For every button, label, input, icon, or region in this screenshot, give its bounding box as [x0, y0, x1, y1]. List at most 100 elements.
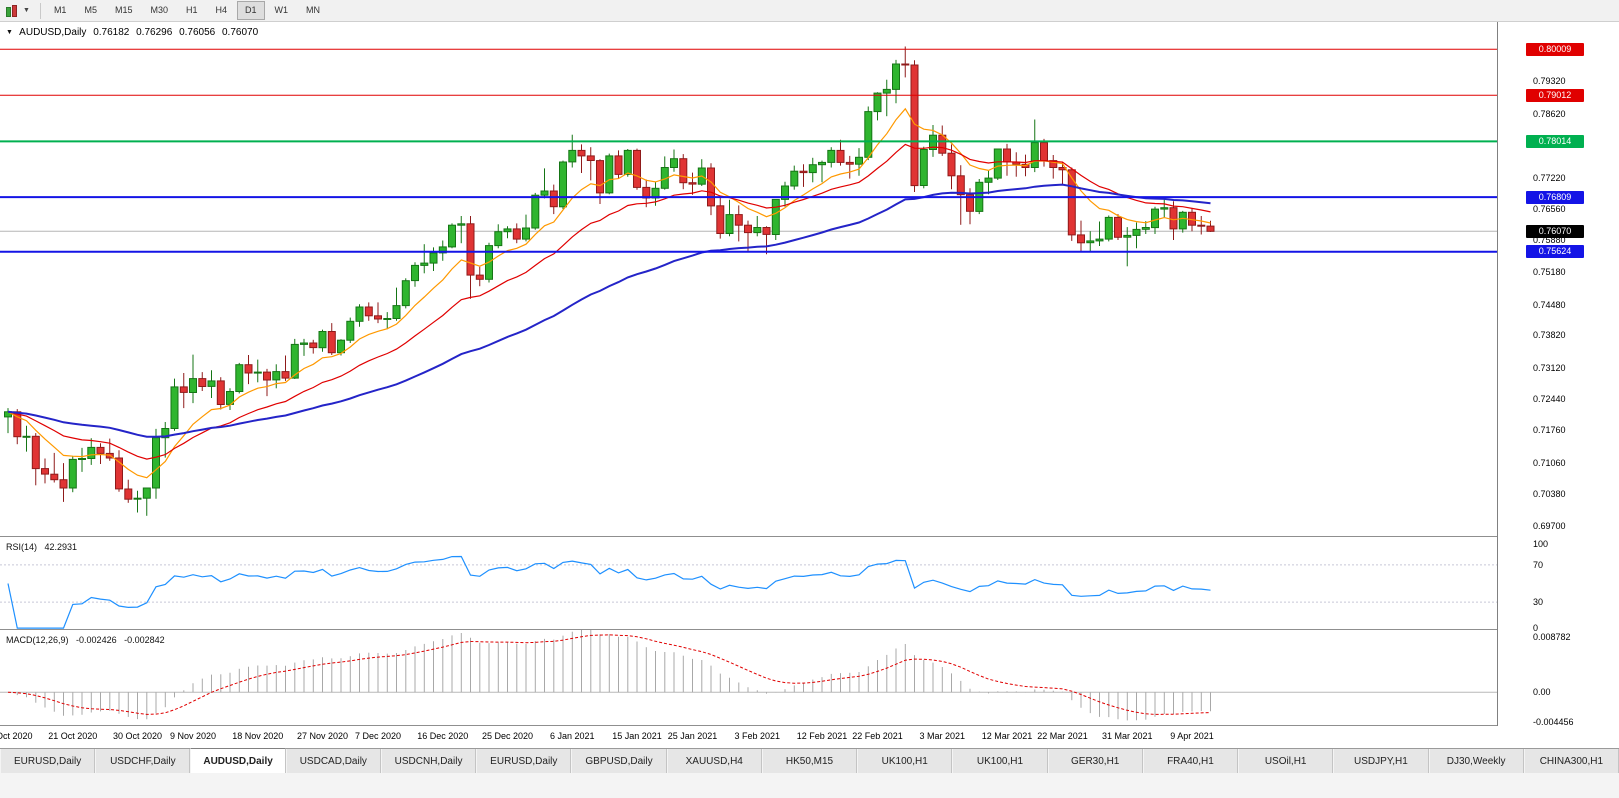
time-axis-label: 12 Oct 2020	[0, 731, 33, 741]
timeframe-m15[interactable]: M15	[114, 5, 133, 15]
macd-scale-label: -0.004456	[1533, 717, 1574, 727]
tab-usdcad-daily[interactable]: USDCAD,Daily	[285, 749, 381, 773]
time-axis-label: 3 Feb 2021	[734, 731, 781, 741]
time-axis-label: 9 Nov 2020	[169, 731, 217, 741]
timeframe-h4[interactable]: H4	[215, 5, 228, 15]
current-price-badge: 0.76070	[1526, 224, 1584, 238]
tab-audusd-daily[interactable]: AUDUSD,Daily	[190, 748, 286, 773]
time-axis-label: 30 Oct 2020	[112, 731, 163, 741]
macd-signal-value: -0.002842	[124, 635, 165, 645]
candlestick-series	[4, 46, 1215, 516]
moving-average-55-line	[7, 183, 1211, 438]
rsi-scale-label: 70	[1533, 559, 1544, 570]
pane-separator[interactable]	[0, 629, 1619, 630]
macd-indicator-pane[interactable]	[0, 630, 1497, 726]
price-axis-label: 0.74480	[1533, 299, 1566, 310]
rsi-label: RSI(14) 42.2931	[6, 542, 82, 552]
pane-separator[interactable]	[0, 536, 1619, 537]
rsi-scale-label: 100	[1533, 539, 1549, 549]
timeframe-d1[interactable]: D1	[237, 1, 265, 20]
time-axis-label: 25 Dec 2020	[481, 731, 534, 741]
chart-shift-marker-icon[interactable]: ▼	[6, 29, 13, 36]
tab-hk50-m15[interactable]: HK50,M15	[761, 749, 858, 773]
price-axis-label: 0.69700	[1533, 520, 1566, 531]
time-axis-label: 31 Mar 2021	[1102, 731, 1153, 741]
tab-fra40-h1[interactable]: FRA40,H1	[1142, 749, 1239, 773]
macd-scale-label: 0.00	[1533, 687, 1551, 698]
chart-symbol-label: AUDUSD,Daily	[19, 27, 87, 38]
timeframe-w1[interactable]: W1	[274, 5, 289, 15]
price-axis-label: 0.73820	[1533, 330, 1566, 341]
time-axis-label: 22 Mar 2021	[1037, 731, 1088, 741]
chart-tabs-bar: EURUSD,Daily USDCHF,Daily AUDUSD,Daily USDC…	[0, 748, 1619, 773]
time-axis-label: 3 Mar 2021	[919, 731, 966, 741]
time-axis-label: 25 Jan 2021	[667, 731, 718, 741]
macd-scale-label: 0.008782	[1533, 632, 1571, 642]
time-axis-label: 12 Feb 2021	[796, 731, 848, 741]
chart-type-icon[interactable]	[4, 4, 18, 17]
time-axis-label: 16 Dec 2020	[417, 731, 469, 741]
tab-usdcnh-daily[interactable]: USDCNH,Daily	[380, 749, 477, 773]
timeframe-mn[interactable]: MN	[306, 5, 321, 15]
price-axis-label: 0.71760	[1533, 425, 1566, 436]
tab-gbpusd-daily[interactable]: GBPUSD,Daily	[571, 749, 667, 773]
chart-low-value: 0.76056	[179, 27, 216, 38]
price-axis-label: 0.78620	[1533, 108, 1566, 119]
timeframe-m5[interactable]: M5	[84, 5, 97, 15]
time-axis-label: 15 Jan 2021	[612, 731, 662, 741]
chart-title: ▼ AUDUSD,Daily 0.76182 0.76296 0.76056 0…	[6, 27, 262, 38]
rsi-value: 42.2931	[44, 542, 78, 552]
price-axis-label: 0.71060	[1533, 457, 1566, 468]
price-level-badge: 0.79012	[1526, 88, 1584, 102]
price-axis-label: 0.75180	[1533, 267, 1566, 278]
macd-signal-line	[7, 634, 1211, 715]
rsi-line	[7, 555, 1211, 629]
tab-usoil-h1[interactable]: USOil,H1	[1238, 749, 1334, 773]
tab-xauusd-h4[interactable]: XAUUSD,H4	[666, 749, 762, 773]
price-axis-label: 0.73120	[1533, 362, 1566, 373]
tab-uk100-h1[interactable]: UK100,H1	[857, 749, 953, 773]
moving-average-9-line	[7, 107, 1211, 479]
time-axis-label: 12 Mar 2021	[981, 731, 1033, 741]
rsi-scale-label: 30	[1533, 597, 1544, 608]
time-axis[interactable]: 12 Oct 2020 21 Oct 2020 30 Oct 2020 9 Nov 2…	[0, 726, 1619, 748]
chart-high-value: 0.76296	[136, 27, 173, 38]
tab-dj30-weekly[interactable]: DJ30,Weekly	[1428, 749, 1524, 773]
chart-type-icon-bar	[6, 7, 11, 17]
tab-usdjpy-h1[interactable]: USDJPY,H1	[1333, 749, 1429, 773]
tab-china300-h1[interactable]: CHINA300,H1	[1523, 749, 1619, 773]
price-axis-label: 0.76560	[1533, 203, 1566, 214]
main-price-chart[interactable]	[0, 22, 1497, 537]
rsi-scale-label: 0	[1533, 623, 1539, 633]
price-axis-label: 0.77220	[1533, 173, 1566, 184]
tab-uk100-h1[interactable]: UK100,H1	[952, 749, 1048, 773]
time-axis-label: 9 Apr 2021	[1170, 731, 1214, 741]
tab-eurusd-daily[interactable]: EURUSD,Daily	[0, 749, 96, 773]
price-axis[interactable]: 0.79320 0.78620 0.77220 0.76560 0.75880 0.751…	[1497, 22, 1619, 727]
price-level-badge: 0.75624	[1526, 245, 1584, 259]
tab-usdchf-daily[interactable]: USDCHF,Daily	[95, 749, 191, 773]
toolbar-separator	[39, 2, 41, 19]
tab-ger30-h1[interactable]: GER30,H1	[1047, 749, 1143, 773]
tab-eurusd-daily[interactable]: EURUSD,Daily	[476, 749, 572, 773]
time-axis-label: 7 Dec 2020	[354, 731, 402, 741]
chart-close-value: 0.76070	[222, 27, 259, 38]
price-level-badge: 0.76809	[1526, 190, 1584, 204]
macd-label: MACD(12,26,9) -0.002426 -0.002842	[6, 635, 170, 645]
timeframe-m1[interactable]: M1	[53, 5, 67, 15]
price-level-badge: 0.80009	[1526, 42, 1584, 56]
price-axis-label: 0.75880	[1533, 235, 1566, 245]
timeframe-h1[interactable]: H1	[186, 5, 198, 15]
chart-type-icon-bar	[12, 5, 17, 17]
time-axis-label: 27 Nov 2020	[296, 731, 349, 741]
moving-average-21-line	[7, 143, 1211, 460]
timeframe-m30[interactable]: M30	[150, 5, 168, 15]
rsi-indicator-pane[interactable]	[0, 537, 1497, 630]
toolbar-icon-group: ▼	[0, 0, 36, 21]
time-axis-label: 21 Oct 2020	[48, 731, 98, 741]
status-bar	[0, 772, 1619, 798]
rsi-name: RSI(14)	[6, 542, 38, 552]
chart-type-dropdown-caret-icon[interactable]: ▼	[23, 7, 30, 14]
price-axis-label: 0.70380	[1533, 489, 1566, 499]
